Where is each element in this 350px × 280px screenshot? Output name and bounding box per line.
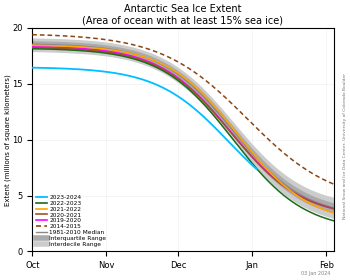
- Y-axis label: Extent (millions of square kilometers): Extent (millions of square kilometers): [4, 74, 10, 206]
- Text: National Snow and Ice Data Center, University of Colorado Boulder: National Snow and Ice Data Center, Unive…: [343, 73, 347, 219]
- Legend: 2023-2024, 2022-2023, 2021-2022, 2020-2021, 2019-2020, 2014-2015, 1981-2010 Medi: 2023-2024, 2022-2023, 2021-2022, 2020-20…: [35, 193, 107, 248]
- Text: 03 Jan 2024: 03 Jan 2024: [301, 271, 331, 276]
- Title: Antarctic Sea Ice Extent
(Area of ocean with at least 15% sea ice): Antarctic Sea Ice Extent (Area of ocean …: [83, 4, 284, 26]
